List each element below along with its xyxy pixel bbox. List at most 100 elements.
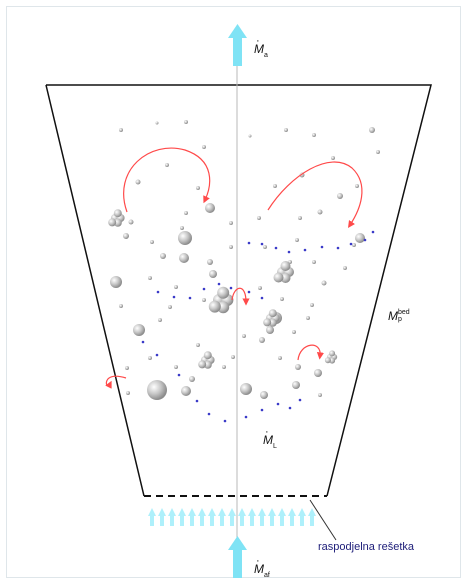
fine-particle-icon bbox=[247, 290, 251, 294]
particle-icon bbox=[284, 128, 288, 132]
fine-particle-icon bbox=[202, 287, 206, 291]
particle-icon bbox=[180, 226, 184, 230]
particle-icon bbox=[312, 133, 316, 137]
curved-arrow-icon bbox=[123, 147, 211, 213]
small-up-arrow-icon bbox=[288, 508, 296, 526]
small-up-arrow-icon bbox=[278, 508, 286, 526]
particle-icon bbox=[266, 326, 274, 334]
fine-particle-icon bbox=[207, 412, 211, 416]
particle-icon bbox=[168, 305, 172, 309]
fine-particle-icon bbox=[274, 246, 278, 250]
particle-cluster-icon bbox=[208, 286, 234, 314]
particle-icon bbox=[123, 233, 129, 239]
particle-icon bbox=[202, 298, 206, 302]
particle-icon bbox=[295, 238, 299, 242]
small-up-arrow-icon bbox=[208, 508, 216, 526]
particle-icon bbox=[248, 134, 252, 138]
fine-particle-icon bbox=[303, 248, 307, 252]
fine-particle-icon bbox=[217, 282, 221, 286]
outflow-label: · Ma bbox=[254, 35, 268, 60]
fine-particle-icon bbox=[141, 340, 145, 344]
fine-particle-icon bbox=[260, 408, 264, 412]
small-up-arrow-icon bbox=[188, 508, 196, 526]
small-up-arrow-icon bbox=[178, 508, 186, 526]
particle-icon bbox=[263, 245, 267, 249]
particle-icon bbox=[150, 240, 154, 244]
particle-icon bbox=[295, 364, 301, 370]
fine-particle-icon bbox=[320, 245, 324, 249]
particle-icon bbox=[355, 233, 365, 243]
small-up-arrow-icon bbox=[238, 508, 246, 526]
particle-icon bbox=[174, 365, 178, 369]
particle-icon bbox=[133, 324, 145, 336]
fine-particle-icon bbox=[244, 415, 248, 419]
particle-icon bbox=[174, 285, 178, 289]
fine-particle-icon bbox=[349, 242, 353, 246]
particle-icon bbox=[110, 276, 122, 288]
fine-particle-icon bbox=[155, 353, 159, 357]
particle-icon bbox=[128, 219, 134, 225]
particle-icon bbox=[258, 286, 262, 290]
small-up-arrow-icon bbox=[298, 508, 306, 526]
particle-icon bbox=[165, 163, 169, 167]
vessel-outline bbox=[45, 84, 432, 497]
small-up-arrow-icon bbox=[218, 508, 226, 526]
particle-icon bbox=[231, 355, 235, 359]
particle-icon bbox=[240, 383, 252, 395]
fine-particle-icon bbox=[195, 399, 199, 403]
particle-icon bbox=[352, 243, 356, 247]
small-up-arrow-icon bbox=[308, 508, 316, 526]
particle-icon bbox=[178, 231, 192, 245]
particle-icon bbox=[184, 120, 188, 124]
particle-icon bbox=[196, 186, 200, 190]
fine-particle-icon bbox=[223, 419, 227, 423]
loss-label: · ML bbox=[263, 426, 277, 451]
fine-particle-icon bbox=[298, 398, 302, 402]
inflow-label: · Maf bbox=[254, 555, 270, 580]
particle-cluster-icon bbox=[198, 351, 215, 369]
particle-icon bbox=[278, 356, 282, 360]
small-up-arrow-icon bbox=[148, 508, 156, 526]
particle-icon bbox=[318, 393, 322, 397]
outflow-arrow-icon bbox=[228, 24, 247, 66]
small-up-arrow-icon bbox=[258, 508, 266, 526]
fine-particle-icon bbox=[288, 406, 292, 410]
fine-particle-icon bbox=[156, 290, 160, 294]
particle-icon bbox=[273, 184, 277, 188]
curved-arrow-icon bbox=[105, 375, 127, 389]
small-up-arrow-icon bbox=[198, 508, 206, 526]
particle-icon bbox=[119, 304, 123, 308]
particle-icon bbox=[292, 381, 300, 389]
fine-particle-icon bbox=[229, 286, 233, 290]
particle-icon bbox=[317, 209, 323, 215]
distributor-grid-label: raspodjelna rešetka bbox=[318, 541, 415, 553]
particle-icon bbox=[337, 193, 343, 199]
particle-cluster-icon bbox=[324, 350, 338, 364]
particle-icon bbox=[155, 121, 159, 125]
curved-arrow-icon bbox=[231, 287, 250, 306]
particles bbox=[108, 120, 380, 400]
fine-particle-icon bbox=[287, 250, 291, 254]
particle-icon bbox=[280, 297, 284, 301]
particle-icon bbox=[355, 184, 359, 188]
inflow-arrows bbox=[148, 508, 316, 526]
particle-icon bbox=[179, 253, 189, 263]
particle-icon bbox=[298, 216, 302, 220]
particle-icon bbox=[119, 128, 123, 132]
particle-cluster-icon bbox=[263, 309, 280, 327]
particle-cluster-icon bbox=[273, 261, 294, 283]
fine-particle-icon bbox=[363, 238, 367, 242]
particle-icon bbox=[292, 330, 296, 334]
fine-particle-icon bbox=[260, 242, 264, 246]
small-up-arrow-icon bbox=[268, 508, 276, 526]
particle-icon bbox=[181, 386, 191, 396]
particle-icon bbox=[222, 365, 226, 369]
fine-particle-icon bbox=[188, 296, 192, 300]
grid-label-pointer bbox=[309, 499, 337, 541]
particle-icon bbox=[126, 391, 130, 395]
particle-icon bbox=[306, 316, 310, 320]
particle-icon bbox=[189, 376, 195, 382]
particle-icon bbox=[135, 179, 141, 185]
small-up-arrow-icon bbox=[248, 508, 256, 526]
particle-icon bbox=[257, 216, 261, 220]
